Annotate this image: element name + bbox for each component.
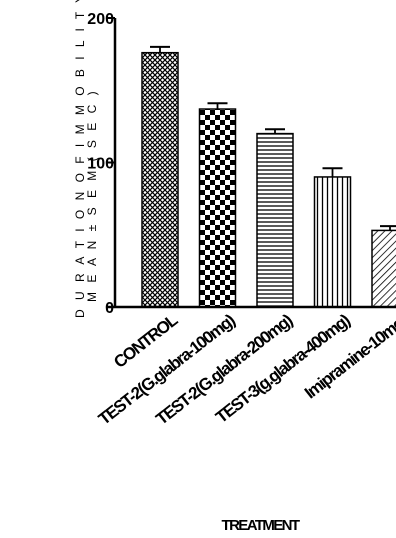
- error-bars-layer: [150, 45, 396, 231]
- error-bar-1: [150, 45, 170, 53]
- y-tick-label-2: 100: [87, 156, 114, 173]
- bar-4: [313, 176, 352, 308]
- y-axis-label-line2: M E A N ± S E M ( S E C ): [85, 88, 99, 302]
- error-bar-4: [322, 167, 343, 177]
- x-axis-title: TREATMENT: [222, 517, 300, 534]
- y-tick-label-1: 0: [105, 300, 114, 317]
- y-axis-label-line1: D U R A T I O N O F I M M O B I L I T Y: [73, 0, 87, 318]
- bar-5: [371, 229, 396, 308]
- bars-layer: [141, 51, 396, 308]
- error-bar-5: [380, 225, 396, 231]
- y-tick-label-3: 200: [87, 11, 114, 28]
- bar-1: [141, 51, 179, 308]
- error-bar-2: [207, 102, 228, 110]
- bar-2: [198, 108, 237, 308]
- bar-3: [256, 132, 294, 308]
- x-tick-labels-layer: CONTROLTEST-2(G.glabra-100mg)TEST-2(G.gl…: [95, 311, 396, 429]
- error-bar-3: [265, 128, 285, 134]
